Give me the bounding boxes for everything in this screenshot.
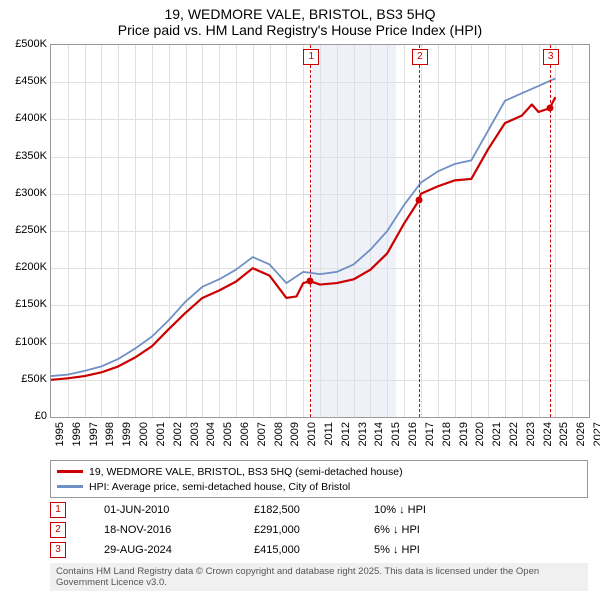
x-tick-label: 1995 <box>54 422 66 458</box>
y-tick-label: £0 <box>1 410 47 422</box>
chart-marker: 2 <box>412 49 428 65</box>
x-tick-label: 2019 <box>458 422 470 458</box>
x-tick-label: 2004 <box>205 422 217 458</box>
x-tick-label: 1996 <box>71 422 83 458</box>
y-tick-label: £300K <box>1 187 47 199</box>
legend-swatch <box>57 485 83 488</box>
y-tick-label: £150K <box>1 298 47 310</box>
x-tick-label: 2010 <box>306 422 318 458</box>
txn-date: 29-AUG-2024 <box>104 544 254 556</box>
x-tick-label: 1999 <box>121 422 133 458</box>
chart-marker: 3 <box>543 49 559 65</box>
x-tick-label: 1998 <box>104 422 116 458</box>
x-tick-label: 2015 <box>390 422 402 458</box>
x-tick-label: 2017 <box>424 422 436 458</box>
table-row: 2 18-NOV-2016 £291,000 6% ↓ HPI <box>50 520 588 540</box>
txn-price: £291,000 <box>254 524 374 536</box>
x-tick-label: 2000 <box>138 422 150 458</box>
x-tick-label: 2020 <box>474 422 486 458</box>
x-tick-label: 1997 <box>88 422 100 458</box>
x-tick-label: 2002 <box>172 422 184 458</box>
x-tick-label: 2006 <box>239 422 251 458</box>
x-tick-label: 2011 <box>323 422 335 458</box>
txn-price: £182,500 <box>254 504 374 516</box>
x-tick-label: 2021 <box>491 422 503 458</box>
legend: 19, WEDMORE VALE, BRISTOL, BS3 5HQ (semi… <box>50 460 588 498</box>
x-tick-label: 2016 <box>407 422 419 458</box>
x-tick-label: 2026 <box>575 422 587 458</box>
x-tick-label: 2018 <box>441 422 453 458</box>
x-tick-label: 2009 <box>289 422 301 458</box>
legend-item: 19, WEDMORE VALE, BRISTOL, BS3 5HQ (semi… <box>57 464 581 479</box>
legend-swatch <box>57 470 83 473</box>
x-tick-label: 2025 <box>558 422 570 458</box>
legend-item: HPI: Average price, semi-detached house,… <box>57 479 581 494</box>
legend-label: 19, WEDMORE VALE, BRISTOL, BS3 5HQ (semi… <box>89 466 403 478</box>
row-marker: 3 <box>50 542 66 558</box>
txn-date: 01-JUN-2010 <box>104 504 254 516</box>
x-tick-label: 2022 <box>508 422 520 458</box>
transactions-table: 1 01-JUN-2010 £182,500 10% ↓ HPI 2 18-NO… <box>50 500 588 560</box>
x-tick-label: 2014 <box>373 422 385 458</box>
txn-delta: 5% ↓ HPI <box>374 544 514 556</box>
table-row: 1 01-JUN-2010 £182,500 10% ↓ HPI <box>50 500 588 520</box>
table-row: 3 29-AUG-2024 £415,000 5% ↓ HPI <box>50 540 588 560</box>
x-tick-label: 2013 <box>357 422 369 458</box>
chart-container: 19, WEDMORE VALE, BRISTOL, BS3 5HQ Price… <box>0 0 600 590</box>
row-marker: 1 <box>50 502 66 518</box>
txn-price: £415,000 <box>254 544 374 556</box>
footnote: Contains HM Land Registry data © Crown c… <box>50 563 588 591</box>
txn-delta: 10% ↓ HPI <box>374 504 514 516</box>
y-tick-label: £500K <box>1 38 47 50</box>
txn-date: 18-NOV-2016 <box>104 524 254 536</box>
y-tick-label: £400K <box>1 112 47 124</box>
y-tick-label: £450K <box>1 75 47 87</box>
x-tick-label: 2007 <box>256 422 268 458</box>
x-tick-label: 2012 <box>340 422 352 458</box>
x-tick-label: 2027 <box>592 422 600 458</box>
y-tick-label: £50K <box>1 373 47 385</box>
x-tick-label: 2003 <box>189 422 201 458</box>
title-line1: 19, WEDMORE VALE, BRISTOL, BS3 5HQ <box>0 0 600 22</box>
x-tick-label: 2008 <box>273 422 285 458</box>
txn-delta: 6% ↓ HPI <box>374 524 514 536</box>
x-tick-label: 2005 <box>222 422 234 458</box>
title-line2: Price paid vs. HM Land Registry's House … <box>0 22 600 42</box>
y-tick-label: £100K <box>1 336 47 348</box>
y-tick-label: £200K <box>1 261 47 273</box>
chart-marker: 1 <box>303 49 319 65</box>
x-tick-label: 2024 <box>542 422 554 458</box>
plot-area: 1 2 3 <box>50 44 590 418</box>
x-tick-label: 2001 <box>155 422 167 458</box>
y-tick-label: £250K <box>1 224 47 236</box>
row-marker: 2 <box>50 522 66 538</box>
x-tick-label: 2023 <box>525 422 537 458</box>
y-tick-label: £350K <box>1 150 47 162</box>
legend-label: HPI: Average price, semi-detached house,… <box>89 481 350 493</box>
